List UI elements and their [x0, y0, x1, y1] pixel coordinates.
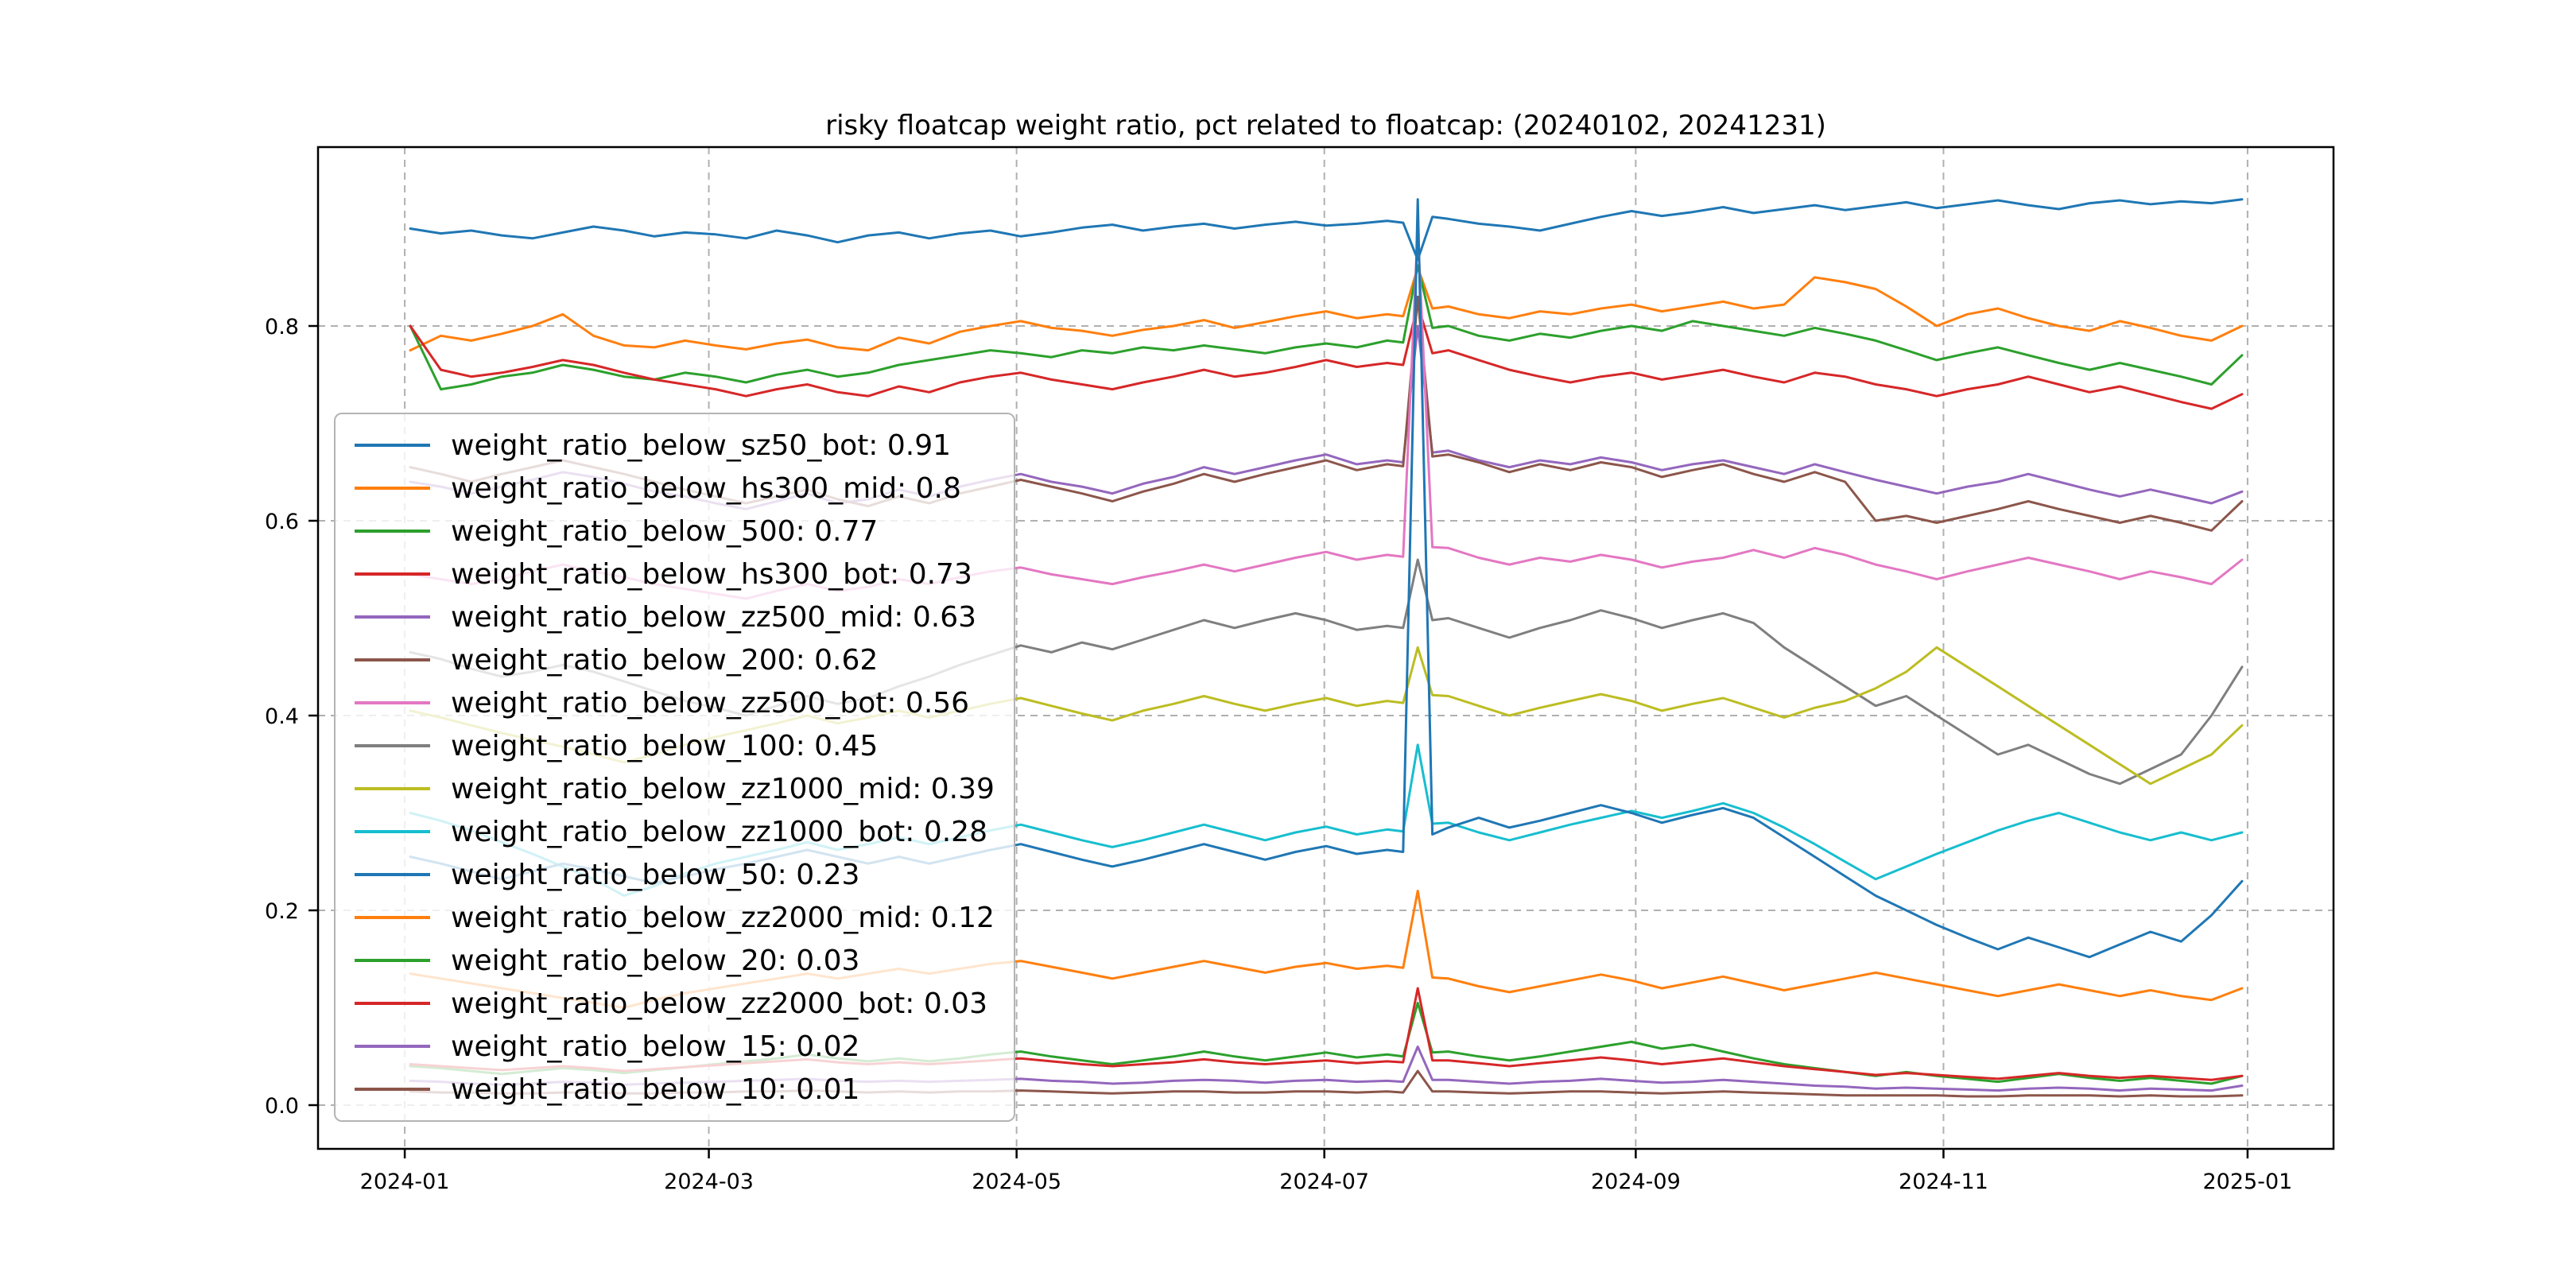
legend-label: weight_ratio_below_hs300_mid: 0.8 — [451, 471, 961, 505]
legend-label: weight_ratio_below_zz1000_mid: 0.39 — [451, 772, 995, 805]
legend-line-sample-icon — [355, 615, 430, 619]
legend-line-sample-icon — [355, 830, 430, 833]
series-line-weight_ratio_below_sz50_bot — [409, 198, 2244, 262]
series-line-weight_ratio_below_500 — [409, 264, 2244, 391]
legend-label: weight_ratio_below_500: 0.77 — [451, 514, 879, 548]
legend-label: weight_ratio_below_hs300_bot: 0.73 — [451, 557, 972, 591]
legend-label: weight_ratio_below_20: 0.03 — [451, 944, 860, 977]
legend-item-weight_ratio_below_zz2000_mid: weight_ratio_below_zz2000_mid: 0.12 — [355, 896, 995, 939]
legend-label: weight_ratio_below_10: 0.01 — [451, 1073, 860, 1106]
legend-line-sample-icon — [355, 444, 430, 447]
legend-item-weight_ratio_below_50: weight_ratio_below_50: 0.23 — [355, 853, 995, 896]
series-line-weight_ratio_below_hs300_bot — [409, 303, 2244, 410]
legend-item-weight_ratio_below_200: weight_ratio_below_200: 0.62 — [355, 638, 995, 681]
legend-line-sample-icon — [355, 701, 430, 704]
legend-label: weight_ratio_below_zz1000_bot: 0.28 — [451, 815, 987, 848]
series-line-weight_ratio_below_hs300_mid — [409, 266, 2244, 352]
legend-item-weight_ratio_below_100: weight_ratio_below_100: 0.45 — [355, 724, 995, 767]
legend-label: weight_ratio_below_zz500_bot: 0.56 — [451, 686, 970, 720]
legend-line-sample-icon — [355, 916, 430, 919]
legend: weight_ratio_below_sz50_bot: 0.91 weight_… — [334, 413, 1015, 1122]
legend-line-sample-icon — [355, 1045, 430, 1048]
legend-item-weight_ratio_below_sz50_bot: weight_ratio_below_sz50_bot: 0.91 — [355, 424, 995, 467]
chart-title: risky floatcap weight ratio, pct related… — [825, 110, 1826, 142]
x-tick-label: 2024-11 — [1899, 1170, 1988, 1194]
legend-item-weight_ratio_below_zz2000_bot: weight_ratio_below_zz2000_bot: 0.03 — [355, 982, 995, 1025]
legend-item-weight_ratio_below_500: weight_ratio_below_500: 0.77 — [355, 510, 995, 553]
legend-label: weight_ratio_below_zz2000_bot: 0.03 — [451, 987, 987, 1020]
legend-item-weight_ratio_below_15: weight_ratio_below_15: 0.02 — [355, 1025, 995, 1068]
legend-line-sample-icon — [355, 959, 430, 962]
legend-label: weight_ratio_below_15: 0.02 — [451, 1030, 860, 1063]
legend-line-sample-icon — [355, 1002, 430, 1005]
x-tick-label: 2024-03 — [664, 1170, 754, 1194]
legend-line-sample-icon — [355, 487, 430, 490]
legend-line-sample-icon — [355, 873, 430, 876]
x-tick-label: 2024-09 — [1591, 1170, 1681, 1194]
x-tick-label: 2024-07 — [1279, 1170, 1369, 1194]
legend-item-weight_ratio_below_hs300_bot: weight_ratio_below_hs300_bot: 0.73 — [355, 553, 995, 596]
legend-line-sample-icon — [355, 658, 430, 661]
legend-label: weight_ratio_below_100: 0.45 — [451, 729, 879, 762]
legend-label: weight_ratio_below_200: 0.62 — [451, 643, 879, 677]
legend-label: weight_ratio_below_sz50_bot: 0.91 — [451, 429, 952, 462]
legend-line-sample-icon — [355, 1088, 430, 1091]
legend-item-weight_ratio_below_zz1000_bot: weight_ratio_below_zz1000_bot: 0.28 — [355, 810, 995, 853]
y-tick-label: 0.2 — [265, 899, 299, 924]
legend-line-sample-icon — [355, 744, 430, 747]
y-tick-label: 0.0 — [265, 1094, 299, 1119]
legend-item-weight_ratio_below_hs300_mid: weight_ratio_below_hs300_mid: 0.8 — [355, 467, 995, 510]
legend-line-sample-icon — [355, 530, 430, 533]
y-tick-label: 0.8 — [265, 315, 299, 339]
legend-label: weight_ratio_below_zz500_mid: 0.63 — [451, 600, 977, 634]
legend-line-sample-icon — [355, 572, 430, 576]
legend-item-weight_ratio_below_10: weight_ratio_below_10: 0.01 — [355, 1068, 995, 1111]
legend-item-weight_ratio_below_zz1000_mid: weight_ratio_below_zz1000_mid: 0.39 — [355, 767, 995, 810]
legend-item-weight_ratio_below_zz500_mid: weight_ratio_below_zz500_mid: 0.63 — [355, 596, 995, 638]
legend-label: weight_ratio_below_zz2000_mid: 0.12 — [451, 901, 995, 934]
plot-frame — [316, 145, 2335, 1150]
legend-item-weight_ratio_below_zz500_bot: weight_ratio_below_zz500_bot: 0.56 — [355, 681, 995, 724]
x-tick-label: 2024-05 — [972, 1170, 1061, 1194]
y-tick-label: 0.4 — [265, 704, 299, 729]
y-tick-label: 0.6 — [265, 510, 299, 534]
x-tick-label: 2025-01 — [2203, 1170, 2293, 1194]
legend-label: weight_ratio_below_50: 0.23 — [451, 858, 860, 891]
x-tick-label: 2024-01 — [360, 1170, 450, 1194]
legend-item-weight_ratio_below_20: weight_ratio_below_20: 0.03 — [355, 939, 995, 982]
legend-line-sample-icon — [355, 787, 430, 790]
